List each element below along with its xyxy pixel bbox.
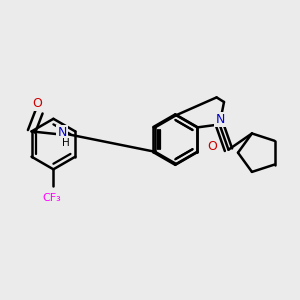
Text: O: O (32, 97, 42, 110)
Text: N: N (57, 126, 67, 139)
Text: H: H (62, 138, 70, 148)
Text: CF₃: CF₃ (43, 193, 61, 203)
Text: O: O (207, 140, 217, 153)
Text: N: N (215, 112, 225, 126)
